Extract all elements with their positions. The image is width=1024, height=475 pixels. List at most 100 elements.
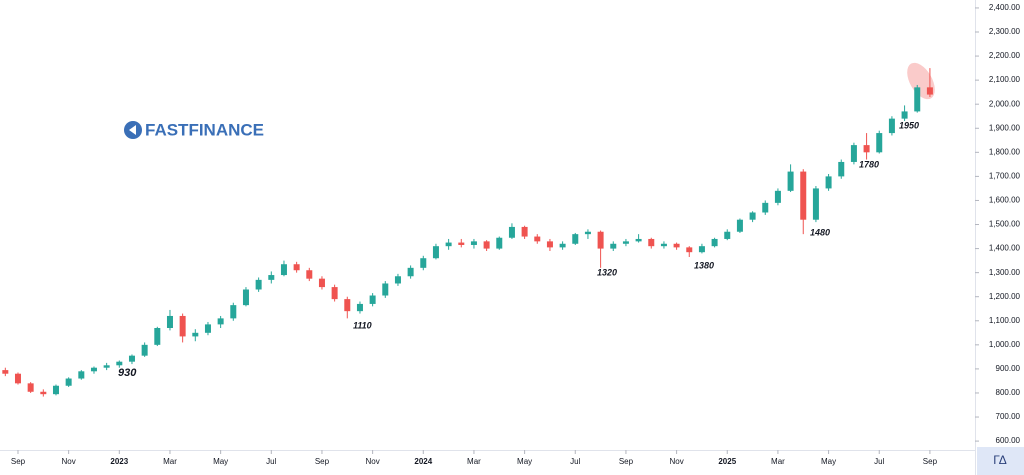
candle-body xyxy=(901,111,908,119)
x-tick-label: 2024 xyxy=(414,457,432,466)
y-tick-label: 1,600.00 xyxy=(989,196,1021,205)
candle-body xyxy=(78,371,85,379)
candle-body xyxy=(14,373,21,384)
y-tick-label: 2,200.00 xyxy=(989,51,1021,60)
candle-body xyxy=(863,145,870,153)
candle-body xyxy=(686,247,693,253)
candle-body xyxy=(344,299,351,312)
candle-body xyxy=(255,279,262,290)
candle-body xyxy=(2,370,9,374)
badge[interactable] xyxy=(977,447,1024,475)
candle-body xyxy=(483,241,490,249)
logo: FASTFINANCE xyxy=(124,120,264,139)
candle-body xyxy=(293,264,300,271)
candle-body xyxy=(470,241,477,245)
y-tick-label: 900.00 xyxy=(996,364,1021,373)
x-tick-label: May xyxy=(213,457,228,466)
annotation: 1320 xyxy=(597,267,617,277)
candle-body xyxy=(141,344,148,356)
candle-body xyxy=(926,87,933,95)
x-tick-label: Mar xyxy=(771,457,785,466)
candle-body xyxy=(242,289,249,306)
y-tick-label: 2,100.00 xyxy=(989,75,1021,84)
annotation: 1780 xyxy=(859,159,879,169)
candle-body xyxy=(27,383,34,392)
candle-body xyxy=(914,87,921,112)
candle-body xyxy=(711,238,718,247)
candle-body xyxy=(724,231,731,239)
candle-body xyxy=(204,324,211,333)
candle-body xyxy=(306,270,313,279)
candle-body xyxy=(103,365,110,368)
x-tick-label: May xyxy=(517,457,532,466)
candle-body xyxy=(584,231,591,235)
candle-body xyxy=(318,278,325,288)
candle-body xyxy=(268,275,275,280)
candle-body xyxy=(458,242,465,245)
x-tick-label: Sep xyxy=(619,457,634,466)
candle-body xyxy=(825,176,832,189)
y-tick-label: 800.00 xyxy=(996,388,1021,397)
x-tick-label: Jul xyxy=(874,457,884,466)
annotation: 1480 xyxy=(810,227,830,237)
candle-body xyxy=(648,238,655,247)
candle-body xyxy=(496,237,503,249)
candle-body xyxy=(597,231,604,249)
x-tick-label: Mar xyxy=(467,457,481,466)
candle-body xyxy=(508,226,515,238)
candle-body xyxy=(179,315,186,337)
y-tick-label: 700.00 xyxy=(996,412,1021,421)
candle-body xyxy=(369,295,376,304)
annotation: 930 xyxy=(118,367,137,379)
candle-body xyxy=(420,258,427,268)
candle-body xyxy=(356,303,363,312)
candle-body xyxy=(394,276,401,284)
candle-body xyxy=(154,327,161,345)
candle-body xyxy=(166,315,173,328)
candle-body xyxy=(40,391,47,395)
y-tick-label: 1,900.00 xyxy=(989,123,1021,132)
y-tick-label: 2,400.00 xyxy=(989,3,1021,12)
candle-body xyxy=(230,305,237,319)
candle-body xyxy=(698,246,705,253)
candle-body xyxy=(192,332,199,337)
candle-body xyxy=(534,236,541,242)
x-tick-label: Nov xyxy=(62,457,76,466)
x-tick-label: Sep xyxy=(315,457,330,466)
y-tick-label: 2,300.00 xyxy=(989,27,1021,36)
y-tick-label: 2,000.00 xyxy=(989,99,1021,108)
x-tick-label: 2023 xyxy=(110,457,128,466)
logo-text: FASTFINANCE xyxy=(145,120,264,139)
candle-body xyxy=(812,188,819,220)
y-tick-label: 1,200.00 xyxy=(989,292,1021,301)
candle-body xyxy=(736,219,743,232)
y-tick-label: 1,000.00 xyxy=(989,340,1021,349)
candle-body xyxy=(850,145,857,162)
badge-text[interactable]: ΓΔ xyxy=(993,453,1007,467)
candle-body xyxy=(116,361,123,366)
x-tick-label: Jul xyxy=(570,457,580,466)
y-tick-label: 1,500.00 xyxy=(989,220,1021,229)
candle-body xyxy=(622,241,629,244)
y-tick-label: 600.00 xyxy=(996,436,1021,445)
annotation: 1380 xyxy=(694,260,714,270)
logo-icon-arrow xyxy=(129,125,136,135)
candle-body xyxy=(521,226,528,237)
x-tick-label: Sep xyxy=(923,457,938,466)
annotation: 1110 xyxy=(353,320,372,330)
x-tick-label: Nov xyxy=(669,457,683,466)
candle-body xyxy=(445,242,452,247)
candle-body xyxy=(838,161,845,177)
candle-body xyxy=(331,287,338,300)
candle-body xyxy=(673,243,680,248)
candle-body xyxy=(762,202,769,213)
candle-body xyxy=(382,283,389,296)
candle-body xyxy=(610,243,617,249)
candle-body xyxy=(407,267,414,277)
y-tick-label: 1,100.00 xyxy=(989,316,1021,325)
candle-body xyxy=(800,171,807,220)
candle-body xyxy=(546,241,553,248)
y-tick-label: 1,400.00 xyxy=(989,244,1021,253)
